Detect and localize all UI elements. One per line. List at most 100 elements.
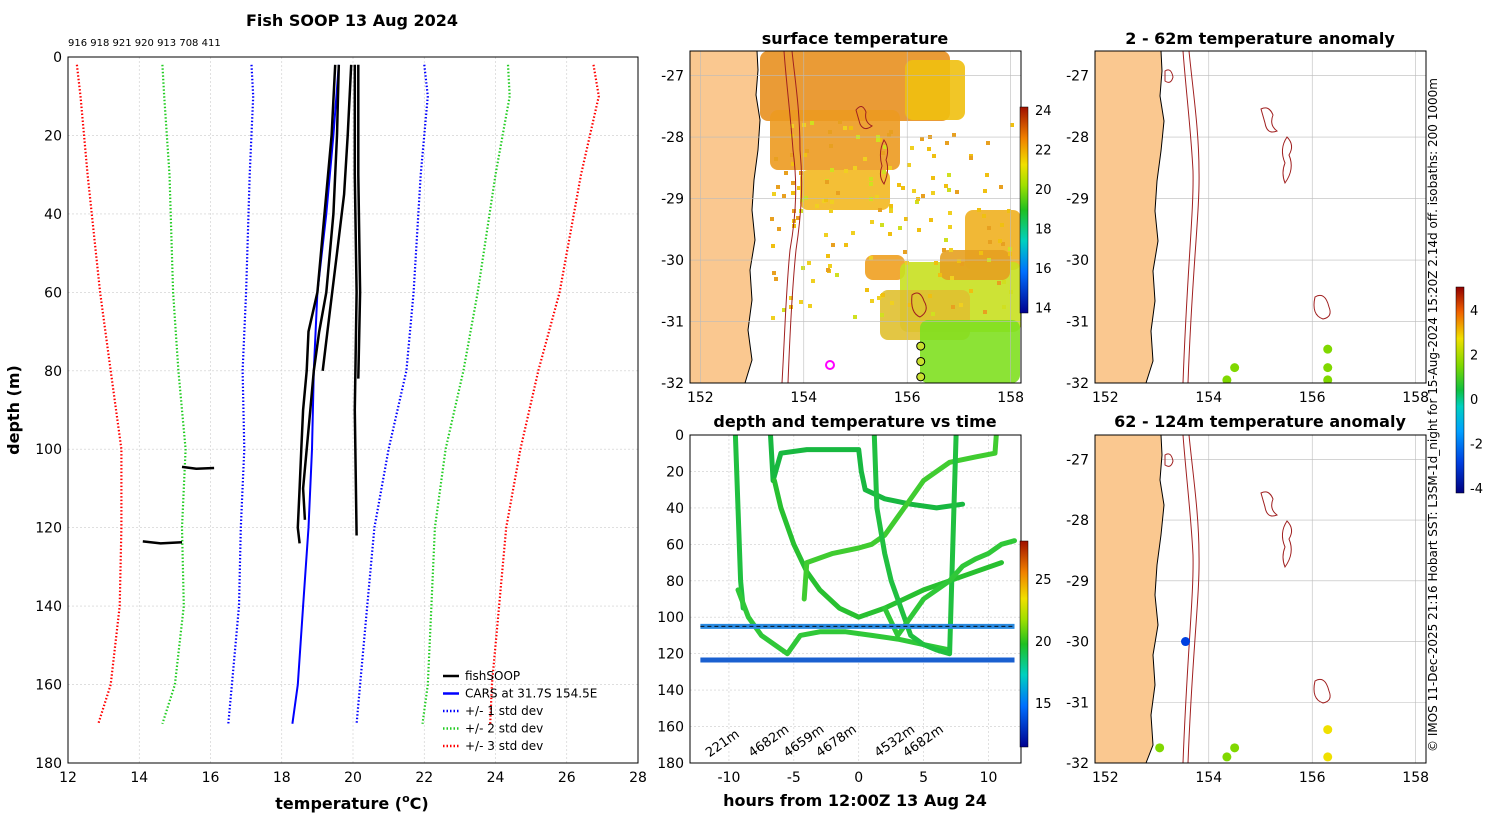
sst-pixel [931,191,935,195]
sst-pixel [791,191,795,195]
seamount-outline [1164,453,1174,467]
lon-tick-label: 156 [1299,770,1326,786]
lon-tick-label: 156 [1299,390,1326,406]
sst-pixel [799,209,803,213]
sst-pixel [799,300,803,304]
anomaly-point [1230,743,1240,753]
sst-pixel [1000,223,1004,227]
sst-pixel [800,198,804,202]
sst-pixel [910,146,914,150]
sst-pixel [782,194,786,198]
profile-title: Fish SOOP 13 Aug 2024 [246,11,458,30]
time-y-ticks: 0 20 40 60 80 100 120 140 160 180 [657,428,684,772]
lat-tick-label: -27 [1066,452,1089,468]
profile-trace [768,435,966,511]
anomaly-point [1222,375,1232,383]
sst-pixel [771,244,775,248]
series-line [75,64,123,725]
lon-tick-label: 152 [1092,390,1119,406]
sst-pixel [808,304,812,308]
y-tick-label: 60 [44,285,62,301]
sst-pixel [960,262,964,266]
sst-pixel [883,145,887,149]
sst-pixel [985,173,989,177]
sst-pixel [790,153,794,157]
anomaly-lower-panel: 62 - 124m temperature anomaly 152 154 156 1… [1066,412,1429,786]
y-tick-label: 100 [35,442,62,458]
series-line [291,64,340,724]
anomaly-point [1323,344,1333,354]
y-tick-label: 180 [657,756,684,772]
isobath-1000 [1187,51,1200,383]
anomaly-upper-x-ticks: 152 154 156 158 [1092,390,1429,406]
sst-pixel [810,121,814,125]
colorbar-tick-label: 0 [1470,393,1478,408]
sst-colorbar [1019,106,1029,314]
profile-trace [882,538,1017,638]
colorbar-tick-label: 14 [1035,302,1052,317]
lat-tick-label: -27 [1066,69,1089,85]
profile-trace [735,587,953,657]
sst-pixel [869,256,873,260]
x-tick-label: 5 [919,770,928,786]
y-tick-label: 140 [35,599,62,615]
sst-pixel [831,243,835,247]
sst-pixel [982,214,986,218]
lat-tick-label: -29 [661,192,684,208]
lon-tick-label: 158 [1402,770,1429,786]
series-line [321,64,353,371]
sst-pixel [915,200,919,204]
time-x-label: hours from 12:00Z 13 Aug 24 [723,791,987,810]
sst-pixel [878,208,882,212]
y-tick-label: 140 [657,683,684,699]
sst-pixel [877,296,881,300]
seamount-outline [1164,69,1174,83]
sst-pixel [948,211,952,215]
sst-pixel [870,220,874,224]
seamount-outline [1281,136,1293,185]
x-tick-label: 26 [558,770,576,786]
sst-pixel [774,157,778,161]
colorbar-tick-label: 24 [1035,104,1052,119]
anomaly-upper-title: 2 - 62m temperature anomaly [1125,29,1395,48]
sst-pixel [830,200,834,204]
sst-patch [920,320,1020,383]
sst-pixel [805,149,809,153]
x-tick-label: 22 [415,770,433,786]
sst-pixel [945,141,949,145]
series-line [489,64,600,724]
sst-pixel [851,231,855,235]
sst-map-panel: surface temperature 152 154 156 158 -27-28-… [661,29,1051,406]
y-tick-label: 0 [675,428,684,444]
sst-pixel [792,224,796,228]
sst-pixel [830,168,834,172]
sst-pixel [881,293,885,297]
anomaly-upper-axes-box [1094,50,1427,384]
sst-pixel [988,240,992,244]
sst-pixel [916,197,920,201]
sst-pixel [838,120,842,124]
sst-pixel [835,273,839,277]
x-tick-label: 18 [273,770,291,786]
series-line [301,64,341,520]
sst-pixel [1007,209,1011,213]
sst-pixel [901,186,905,190]
sst-pixel [957,259,961,263]
anomaly-lower-x-ticks: 152 154 156 158 [1092,770,1429,786]
sst-pixel [1001,242,1005,246]
sst-pixel [784,171,788,175]
sst-pixel [853,166,857,170]
profile-x-label-unit: C) [410,794,429,813]
sst-pixel [869,177,873,181]
sst-pixel [803,153,807,157]
sst-pixel [931,176,935,180]
sst-y-ticks: -27 -28 -29 -30 -31 -32 [661,69,684,392]
seamount-outline [879,139,889,185]
sst-pixel [776,185,780,189]
sst-pixel [789,296,793,300]
sst-pixel [876,138,880,142]
y-tick-label: 100 [657,610,684,626]
series-line [357,64,362,379]
sst-patch [760,51,950,121]
